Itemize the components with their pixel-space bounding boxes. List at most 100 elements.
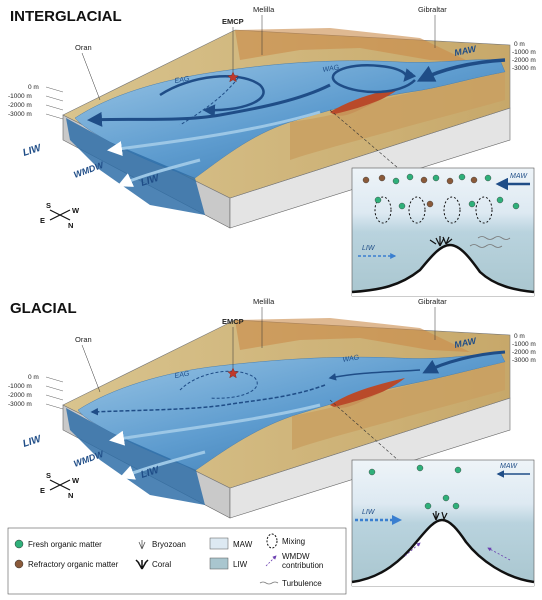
southern-relief xyxy=(330,88,400,116)
fresh-om-particle xyxy=(432,174,440,182)
depth-right-3000: -3000 m xyxy=(512,357,536,364)
liw-swatch xyxy=(209,557,229,570)
liw-flow-2 xyxy=(119,450,206,480)
maw-swatch xyxy=(209,537,229,550)
compass-s: S xyxy=(46,201,51,210)
fresh-om-particle xyxy=(398,202,406,210)
maw-current xyxy=(422,350,506,374)
depth-2000: -2000 m xyxy=(8,392,32,399)
liw-flow-1 xyxy=(107,110,321,156)
fresh-om-symbol xyxy=(14,539,24,549)
northern-relief xyxy=(235,318,470,352)
fresh-om-particle xyxy=(452,502,460,510)
place-melilla: Melilla xyxy=(253,5,275,14)
depth-right-1000: -1000 m xyxy=(512,49,536,56)
organic-matter-particles xyxy=(362,173,520,510)
turbulence-icon xyxy=(259,581,279,585)
panel-title-interglacial: INTERGLACIAL xyxy=(10,8,122,25)
inset-connector xyxy=(329,399,399,461)
place-gibraltar: Gibraltar xyxy=(418,5,447,14)
place-oran: Oran xyxy=(75,43,92,52)
legend-turbulence: Turbulence xyxy=(282,579,322,588)
depth-1000: -1000 m xyxy=(8,93,32,100)
depth-3000: -3000 m xyxy=(8,401,32,408)
fresh-om-particle xyxy=(458,173,466,181)
depth-right-2000: -2000 m xyxy=(512,57,536,64)
refractory-om-particle xyxy=(426,200,434,208)
legend-liw: LIW xyxy=(233,560,248,569)
legend-fresh: Fresh organic matter xyxy=(28,540,102,549)
label-wag: WAG xyxy=(322,64,340,74)
northern-relief xyxy=(235,28,470,62)
fresh-om-particle xyxy=(442,494,450,502)
compass-interglacial: S W E N xyxy=(40,201,80,230)
fresh-om-particle xyxy=(424,502,432,510)
panel-interglacial: INTERGLACIAL MAW WAG EAG LIW WMDW LIW Or… xyxy=(8,5,536,297)
compass-n: N xyxy=(68,221,73,230)
coral-icon xyxy=(135,559,149,570)
place-oran: Oran xyxy=(75,335,92,344)
panel-glacial: GLACIAL MAW WAG EAG LIW WMDW LIW Oran Me… xyxy=(8,297,536,587)
eag-gyre xyxy=(159,75,265,117)
legend-refractory: Refractory organic matter xyxy=(28,560,119,569)
fresh-om-particle xyxy=(496,196,504,204)
inset-label-liw: LIW xyxy=(362,245,376,252)
legend-mixing: Mixing xyxy=(282,537,305,546)
depth-right-0: 0 m xyxy=(514,41,525,48)
depth-right-0: 0 m xyxy=(514,333,525,340)
label-wmdw: WMDW xyxy=(72,448,106,469)
mixing-icon xyxy=(266,533,278,549)
inset-interglacial: MAW LIW xyxy=(351,167,535,297)
compass-glacial: S W E N xyxy=(40,471,80,500)
emcp-star-icon xyxy=(227,367,239,379)
place-gibraltar: Gibraltar xyxy=(418,297,447,306)
depth-3000: -3000 m xyxy=(8,111,32,118)
wmdw-arrow-icon xyxy=(265,555,277,567)
legend-maw: MAW xyxy=(233,540,253,549)
depth-right-1000: -1000 m xyxy=(512,341,536,348)
main-jet xyxy=(87,83,331,127)
inset-glacial: MAW LIW xyxy=(351,459,535,587)
fresh-om-particle xyxy=(368,468,376,476)
panel-title-glacial: GLACIAL xyxy=(10,300,77,317)
main-jet xyxy=(90,384,326,416)
place-melilla: Melilla xyxy=(253,297,275,306)
fresh-om-particle xyxy=(416,464,424,472)
fresh-om-particle xyxy=(484,174,492,182)
eag-gyre xyxy=(179,370,258,399)
label-eag: EAG xyxy=(174,370,190,380)
liw-flow-2 xyxy=(117,158,201,187)
maw-current xyxy=(416,58,506,82)
depth-2000: -2000 m xyxy=(8,102,32,109)
african-coast-relief xyxy=(290,72,505,160)
label-wmdw: WMDW xyxy=(72,159,106,180)
legend-coral: Coral xyxy=(152,560,171,569)
depth-scale-right: 0 m -1000 m -2000 m -3000 m xyxy=(512,41,536,72)
label-eag: EAG xyxy=(174,75,190,85)
fresh-om-particle xyxy=(392,177,400,185)
front-section-water xyxy=(66,408,205,505)
liw-flow-1 xyxy=(109,403,321,446)
wag-flow xyxy=(328,369,421,381)
legend-wmdw-1: WMDW xyxy=(282,552,310,561)
leader-oran xyxy=(81,52,101,101)
refractory-om-particle xyxy=(420,176,428,184)
label-liw-1: LIW xyxy=(22,433,44,450)
inset-label-maw: MAW xyxy=(510,173,528,180)
inset-label-maw: MAW xyxy=(500,463,518,470)
compass-w: W xyxy=(72,476,80,485)
fresh-om-particle xyxy=(512,202,520,210)
fresh-om-particle xyxy=(468,200,476,208)
depth-scale-left: 0 m -1000 m -2000 m -3000 m xyxy=(8,84,64,120)
refractory-om-particle xyxy=(378,174,386,182)
depth-scale-left: 0 m -1000 m -2000 m -3000 m xyxy=(8,374,64,410)
depth-scale-right: 0 m -1000 m -2000 m -3000 m xyxy=(512,333,536,364)
depth-1000: -1000 m xyxy=(8,383,32,390)
refractory-om-particle xyxy=(362,176,370,184)
wag-gyre xyxy=(331,64,417,94)
compass-w: W xyxy=(72,206,80,215)
refractory-om-particle xyxy=(470,176,478,184)
place-emcp: EMCP xyxy=(222,17,244,26)
leader-oran xyxy=(81,344,101,393)
